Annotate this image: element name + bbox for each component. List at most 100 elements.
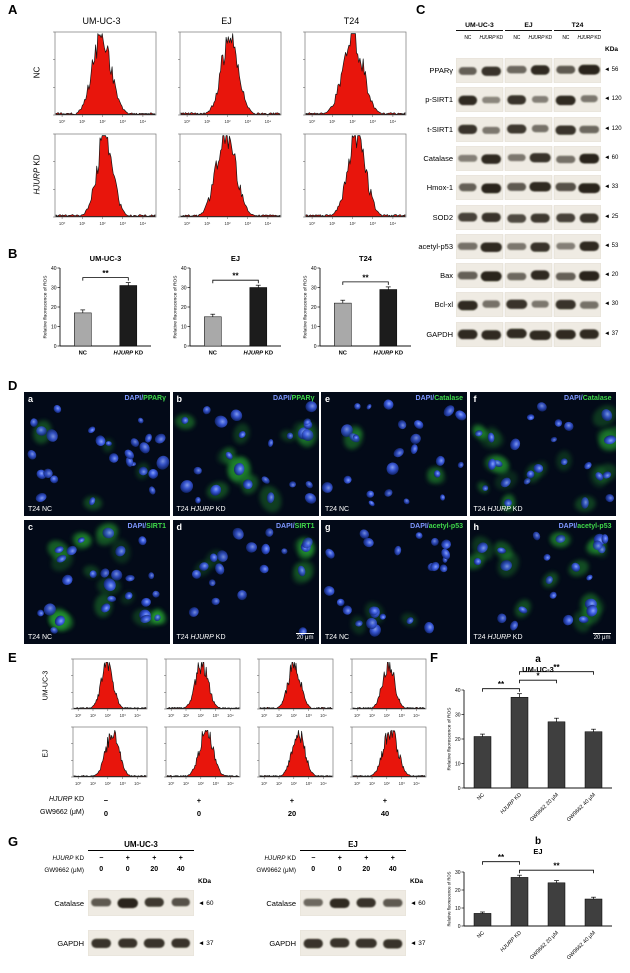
if-condition-label: T24 HJURP KD — [176, 634, 226, 641]
condition-value: 0 — [103, 809, 109, 818]
svg-text:NC: NC — [209, 351, 218, 357]
blot-lane-label: HJURP KD — [528, 35, 553, 41]
dapi-label: DAPI/ — [415, 395, 435, 402]
svg-text:10²: 10² — [99, 119, 106, 124]
flow-histogram-svg: 10⁰ 10¹ 10² 10³ 10⁴ — [350, 726, 427, 786]
dapi-label: DAPI/ — [564, 395, 583, 402]
blot-marker: ◄ 33 — [604, 184, 619, 191]
if-letter: e — [325, 394, 331, 404]
if-condition-label: T24 HJURP KD — [176, 506, 226, 513]
if-stain-label: DAPI/Catalase — [416, 395, 463, 402]
blot-protein-label: SOD2 — [432, 212, 453, 222]
condition-label: GW9662 (μM) — [40, 809, 85, 816]
svg-text:Relative fluorescence of ROS: Relative fluorescence of ROS — [43, 276, 49, 339]
svg-text:0: 0 — [314, 344, 317, 350]
svg-text:10¹: 10¹ — [90, 713, 97, 718]
flow-histogram: 10⁰ 10¹ 10² 10³ 10⁴ — [294, 29, 409, 126]
if-letter: h — [473, 522, 480, 532]
svg-text:0: 0 — [54, 344, 57, 350]
blot-strip — [455, 146, 602, 171]
svg-text:30: 30 — [455, 870, 461, 876]
blot-marker: ◄ 120 — [604, 96, 622, 103]
blot-strip — [455, 87, 602, 113]
blot-strip-svg — [299, 890, 407, 916]
svg-text:HJURP KD: HJURP KD — [500, 930, 523, 953]
svg-text:10²: 10² — [224, 119, 231, 124]
if-condition-label: T24 NC — [28, 506, 53, 513]
svg-text:10¹: 10¹ — [276, 781, 283, 786]
blot-protein-label: Bcl-xl — [434, 300, 453, 310]
svg-text:10³: 10³ — [120, 781, 127, 786]
svg-text:30: 30 — [181, 285, 187, 291]
panel-f: a UM-UC-3 0 10 20 30 40 Relative fluorescence o… — [440, 652, 625, 972]
svg-text:10⁰: 10⁰ — [168, 713, 175, 718]
svg-text:Relative fluorescence of ROS: Relative fluorescence of ROS — [447, 708, 453, 771]
svg-text:10¹: 10¹ — [276, 713, 283, 718]
flow-histogram: 10⁰ 10¹ 10² 10³ 10⁴ — [169, 131, 284, 228]
svg-text:10⁰: 10⁰ — [354, 781, 361, 786]
panel-e-label: E — [8, 650, 17, 665]
if-letter: b — [176, 394, 183, 404]
blot-cellline-title: UM-UC-3 — [456, 22, 503, 31]
blot-protein-label: GAPDH — [426, 329, 453, 339]
svg-text:10¹: 10¹ — [183, 781, 190, 786]
if-stain-label: DAPI/PPARγ — [125, 395, 167, 402]
svg-text:10³: 10³ — [245, 119, 252, 124]
bar-chart-svg: aUM-UC-3 0 10 20 30 40 Relative fluorescence o… — [447, 654, 612, 823]
svg-text:10⁴: 10⁴ — [140, 221, 147, 226]
flow-histogram-svg: 10⁰ 10¹ 10² 10³ 10⁴ — [53, 133, 157, 226]
svg-text:10³: 10³ — [370, 221, 377, 226]
blot-strip — [455, 292, 602, 318]
flow-histogram: 10⁰ 10¹ 10² 10³ 10⁴ — [294, 131, 409, 228]
blot-strip — [87, 890, 195, 916]
blot-strip-svg — [455, 234, 602, 259]
flow-histogram: 10⁰ 10¹ 10² 10³ 10⁴ — [169, 29, 284, 126]
svg-text:10²: 10² — [105, 781, 112, 786]
condition-value: + — [196, 796, 202, 805]
svg-text:b: b — [535, 836, 541, 847]
condition-value: + — [337, 854, 342, 862]
if-letter: a — [28, 394, 34, 404]
protein-label: PPARγ — [143, 395, 166, 402]
svg-text:10³: 10³ — [213, 781, 220, 786]
flow-col-title: EJ — [221, 16, 232, 26]
svg-text:10³: 10³ — [213, 713, 220, 718]
svg-text:a: a — [535, 654, 541, 665]
protein-label: acetyl-p53 — [577, 523, 612, 530]
blot-strip — [455, 234, 602, 259]
blot-protein-label: Catalase — [54, 899, 84, 908]
flow-histogram-svg: 10⁰ 10¹ 10² 10³ 10⁴ — [71, 658, 148, 718]
svg-text:NC: NC — [476, 930, 486, 940]
blot-protein-label: Catalase — [266, 899, 296, 908]
svg-text:GW9662 40 μM: GW9662 40 μM — [566, 930, 597, 961]
if-stain-label: DAPI/SIRT1 — [276, 523, 315, 530]
flow-row-label: UM-UC-3 — [42, 670, 50, 701]
if-image-svg — [172, 520, 319, 644]
flow-histogram-svg: 10⁰ 10¹ 10² 10³ 10⁴ — [350, 658, 427, 718]
svg-text:HJURP KD: HJURP KD — [113, 351, 143, 357]
svg-text:0: 0 — [458, 786, 461, 792]
svg-text:10¹: 10¹ — [204, 221, 211, 226]
blot-strip-svg — [455, 146, 602, 171]
flow-histogram: 10⁰ 10¹ 10² 10³ 10⁴ — [248, 656, 336, 720]
svg-text:GW9662 40 μM: GW9662 40 μM — [566, 792, 597, 823]
if-image-d: d DAPI/SIRT1 T24 HJURP KD 20 μm — [172, 520, 319, 644]
blot-protein-label: acetyl-p53 — [418, 241, 453, 251]
svg-text:20: 20 — [181, 305, 187, 311]
condition-value: + — [178, 854, 183, 862]
kda-label: KDa — [198, 878, 212, 885]
svg-text:10⁴: 10⁴ — [320, 713, 327, 718]
if-stain-label: DAPI/acetyl-p53 — [410, 523, 463, 530]
condition-label: HJURP KD — [48, 796, 84, 803]
blot-marker: ◄ 53 — [604, 242, 619, 249]
svg-text:40: 40 — [181, 266, 187, 272]
protein-label: SIRT1 — [146, 523, 166, 530]
blot-strip-svg — [455, 58, 602, 83]
condition-value: 20 — [362, 866, 371, 873]
svg-text:**: ** — [498, 853, 505, 862]
blot-marker: ◄ 37 — [198, 940, 214, 947]
condition-value: 40 — [388, 866, 397, 873]
protein-label: PPARγ — [291, 395, 315, 402]
